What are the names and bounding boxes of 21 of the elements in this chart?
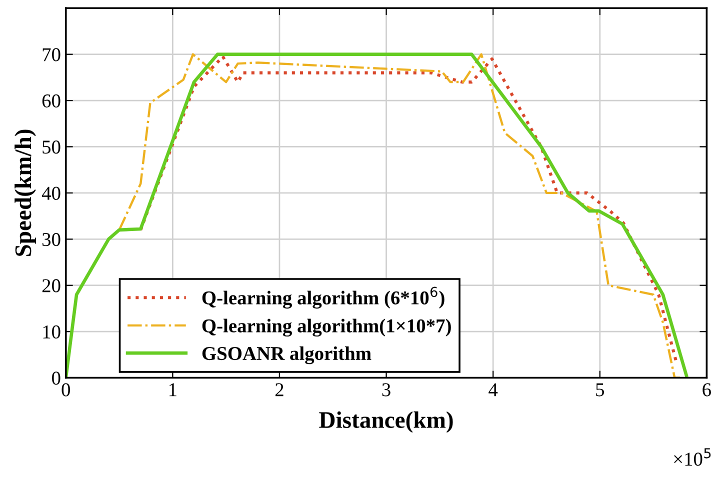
y-tick-label: 60 bbox=[42, 94, 60, 108]
x-tick-label: 5 bbox=[596, 383, 604, 396]
legend-label: GSOANR algorithm bbox=[202, 346, 372, 364]
y-tick-label: 30 bbox=[42, 232, 60, 246]
y-tick-label: 70 bbox=[42, 48, 60, 62]
x-tick-label: 6 bbox=[702, 383, 711, 396]
x-tick-label: 2 bbox=[275, 383, 284, 396]
y-tick-label: 0 bbox=[52, 372, 60, 385]
x-tick-label: 1 bbox=[170, 383, 176, 396]
legend-label: Q-learning algorithm (6*10$^{6}$) bbox=[202, 286, 444, 309]
y-tick-label: 40 bbox=[42, 186, 60, 200]
text: ×10$^{5}$ bbox=[674, 448, 711, 466]
x-tick-label: 3 bbox=[382, 383, 390, 396]
x-tick-label: 4 bbox=[488, 383, 498, 396]
y-tick-label: 50 bbox=[42, 140, 60, 154]
legend-label: Q-learning algorithm(1×10*7) bbox=[202, 318, 451, 337]
x-axis-title: Distance(km) bbox=[319, 411, 453, 433]
x-tick-label: 0 bbox=[62, 383, 70, 396]
y-tick-label: 10 bbox=[43, 325, 60, 339]
y-tick-label: 20 bbox=[42, 279, 60, 292]
y-axis-title: Speed(km/h) bbox=[14, 130, 36, 256]
